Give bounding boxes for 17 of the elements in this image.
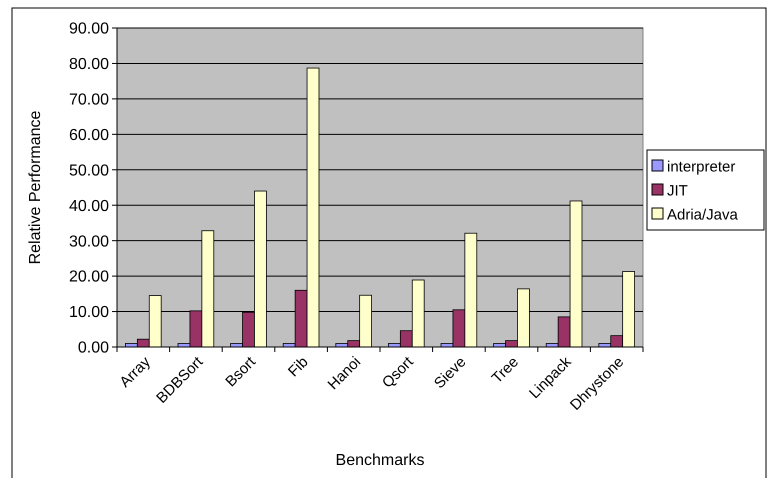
y-tick-label: 90.00 [68, 20, 110, 38]
legend-label: Adria/Java [667, 206, 739, 224]
legend-label: JIT [667, 182, 688, 200]
x-tick-label: Fib [284, 354, 312, 380]
y-tick-label: 20.00 [68, 268, 110, 286]
y-tick-label: 60.00 [68, 126, 110, 144]
y-axis-title: Relative Performance [27, 110, 44, 264]
legend-label: interpreter [667, 158, 736, 176]
y-tick-label: 0.00 [78, 340, 110, 357]
x-tick-label: Tree [488, 354, 522, 387]
y-tick-label: 40.00 [68, 198, 110, 215]
y-tick-label: 30.00 [68, 233, 110, 250]
y-tick-label: 80.00 [68, 56, 110, 74]
y-tick-label: 70.00 [68, 91, 110, 108]
y-tick-label: 50.00 [68, 162, 110, 180]
y-tick-label: 10.00 [68, 304, 110, 322]
x-axis-title: Benchmarks [336, 452, 424, 469]
